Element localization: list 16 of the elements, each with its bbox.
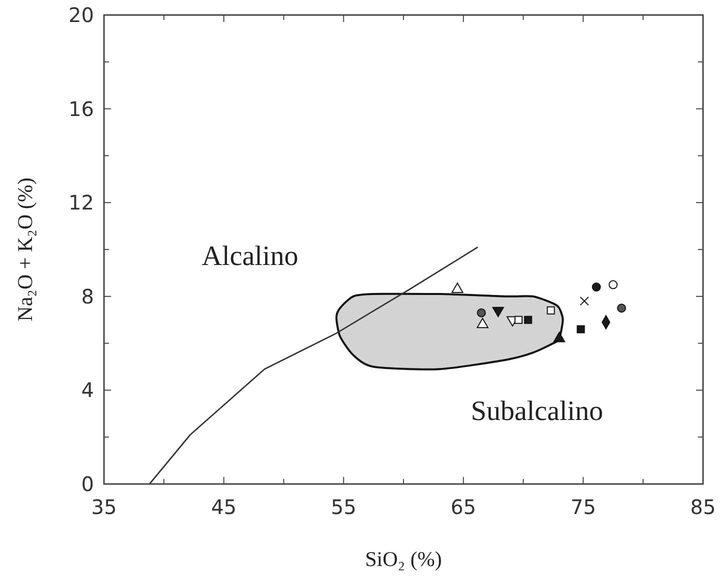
y-tick-label: 8 bbox=[81, 284, 94, 308]
annotation: Subalcalino bbox=[470, 396, 604, 427]
y-tick-label: 12 bbox=[68, 190, 94, 215]
y-tick-label: 20 bbox=[68, 3, 94, 27]
x-tick-label: 65 bbox=[450, 495, 476, 519]
x-tick-label: 45 bbox=[211, 495, 237, 519]
annotation: Alcalino bbox=[202, 241, 298, 272]
y-axis-title: Na₂O + K₂O (%) bbox=[13, 178, 37, 322]
y-tick-label: 4 bbox=[81, 378, 94, 402]
x-axis-title: SiO₂ (%) bbox=[365, 547, 442, 571]
y-tick-label: 16 bbox=[68, 96, 94, 121]
x-tick-label: 35 bbox=[91, 495, 117, 519]
x-tick-label: 75 bbox=[570, 495, 596, 519]
y-tick-label: 0 bbox=[81, 472, 94, 496]
x-tick-label: 55 bbox=[330, 495, 356, 519]
x-tick-label: 85 bbox=[690, 495, 716, 519]
